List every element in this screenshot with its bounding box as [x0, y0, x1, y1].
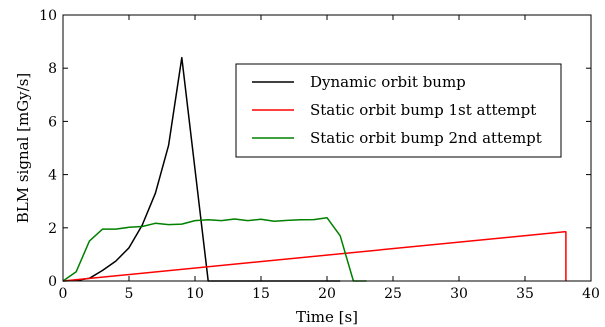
y-tick-label: 0	[48, 274, 57, 290]
y-axis-ticks: 0 2 4 6 8 10	[39, 8, 591, 290]
x-tick-label: 20	[318, 286, 336, 302]
x-tick-label: 5	[125, 286, 134, 302]
x-tick-label: 10	[186, 286, 204, 302]
series-line-1	[62, 56, 341, 282]
plot-lines	[62, 56, 567, 282]
legend-label-3: Static orbit bump 2nd attempt	[310, 129, 542, 147]
y-axis-title: BLM signal [mGy/s]	[14, 73, 32, 224]
x-tick-label: 0	[59, 286, 68, 302]
x-axis-ticks: 0 5 10 15 20 25 30 35 40	[59, 15, 600, 302]
y-tick-label: 6	[48, 114, 57, 130]
y-tick-label: 2	[48, 221, 57, 237]
legend-label-2: Static orbit bump 1st attempt	[310, 101, 536, 119]
x-axis-title: Time [s]	[296, 308, 358, 326]
x-tick-label: 30	[450, 286, 468, 302]
x-tick-label: 40	[582, 286, 600, 302]
x-tick-label: 15	[252, 286, 270, 302]
legend: Dynamic orbit bump Static orbit bump 1st …	[235, 63, 562, 158]
y-tick-label: 10	[39, 8, 57, 24]
series-line-2	[62, 231, 567, 282]
x-tick-label: 25	[384, 286, 402, 302]
x-tick-label: 35	[516, 286, 534, 302]
legend-label-1: Dynamic orbit bump	[310, 73, 466, 91]
y-tick-label: 8	[48, 61, 57, 77]
series-line-3	[62, 216, 367, 282]
y-tick-label: 4	[48, 168, 57, 184]
